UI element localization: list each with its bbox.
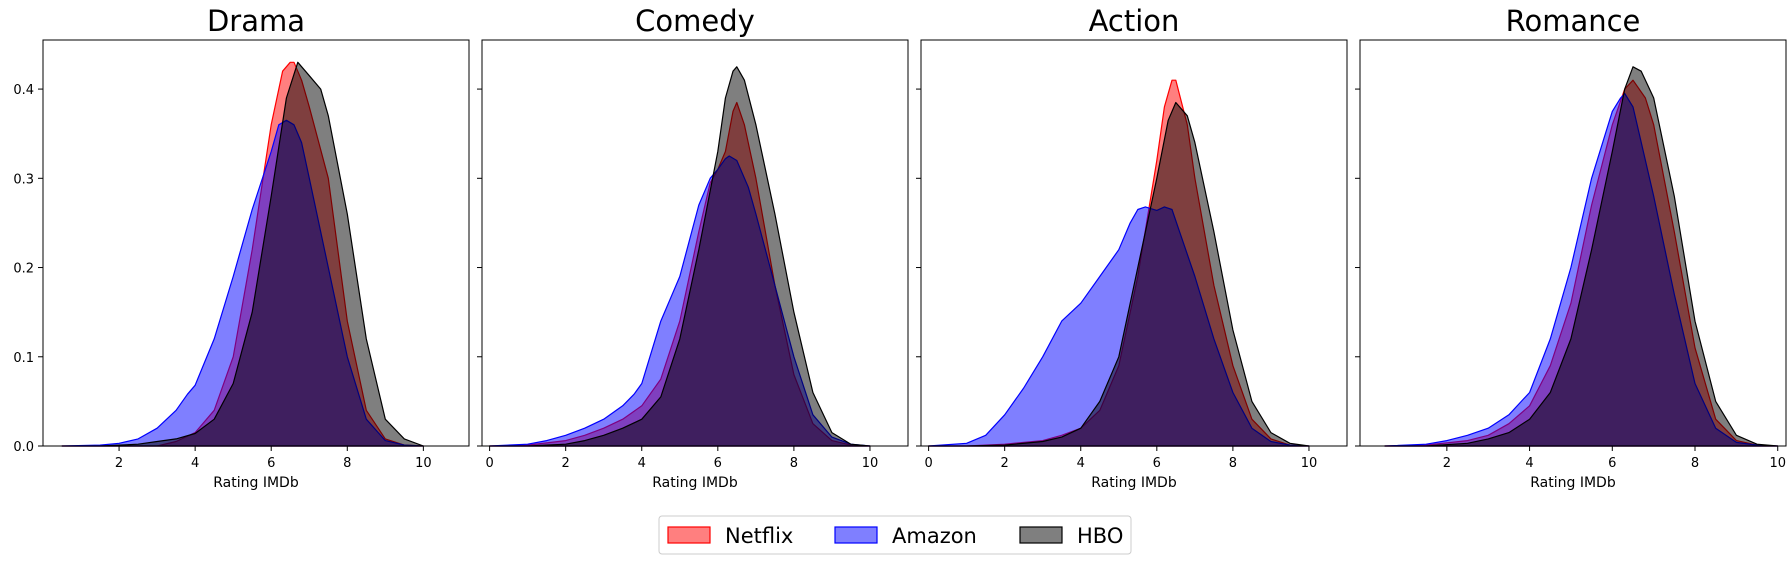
x-tick-label: 0 bbox=[485, 456, 493, 471]
x-tick-label: 6 bbox=[1153, 456, 1161, 471]
x-tick-label: 8 bbox=[1229, 456, 1237, 471]
x-tick-label: 8 bbox=[343, 456, 351, 471]
density-hbo bbox=[1384, 66, 1779, 447]
x-tick-label: 10 bbox=[1301, 456, 1318, 471]
density-hbo bbox=[61, 61, 424, 447]
legend: Netflix Amazon HBO bbox=[658, 515, 1132, 555]
x-axis-label: Rating IMDb bbox=[1091, 475, 1177, 491]
panel-drama: Drama 2 4 6 8 10 Rating IMDb 0.0 0.1 0.2 0.3 0.4 bbox=[13, 4, 470, 491]
panel-title: Comedy bbox=[635, 4, 755, 38]
y-tick-label: 0.4 bbox=[13, 83, 34, 98]
y-tick-label: 0.1 bbox=[13, 351, 34, 366]
x-tick-label: 2 bbox=[1001, 456, 1009, 471]
x-tick-label: 6 bbox=[714, 456, 722, 471]
legend-label-hbo: HBO bbox=[1077, 524, 1123, 548]
x-tick-label: 4 bbox=[191, 456, 199, 471]
x-tick-label: 8 bbox=[790, 456, 798, 471]
plot-frame bbox=[481, 39, 909, 447]
density-hbo bbox=[489, 66, 871, 447]
x-axis-label: Rating IMDb bbox=[652, 475, 738, 491]
x-tick-label: 2 bbox=[115, 456, 123, 471]
x-tick-label: 0 bbox=[924, 456, 932, 471]
y-tick-label: 0.0 bbox=[13, 440, 34, 455]
x-tick-label: 10 bbox=[862, 456, 879, 471]
plot-frame bbox=[920, 39, 1348, 447]
panel-comedy: Comedy 0 2 4 6 8 10 Rating IMDb bbox=[477, 4, 909, 491]
legend-frame bbox=[658, 515, 1132, 555]
legend-swatch-hbo bbox=[1019, 526, 1063, 544]
x-tick-label: 10 bbox=[415, 456, 432, 471]
panel-romance: Romance 2 4 6 8 10 Rating IMDb bbox=[1355, 4, 1787, 491]
plot-frame bbox=[1359, 39, 1787, 447]
x-tick-label: 6 bbox=[1608, 456, 1616, 471]
x-axis-label: Rating IMDb bbox=[1530, 475, 1616, 491]
x-tick-label: 8 bbox=[1691, 456, 1699, 471]
legend-label-amazon: Amazon bbox=[892, 524, 977, 548]
x-axis-label: Rating IMDb bbox=[213, 475, 299, 491]
plot-frame bbox=[42, 39, 470, 447]
density-hbo bbox=[928, 101, 1310, 447]
panel-action: Action 0 2 4 6 8 10 Rating IMDb bbox=[916, 4, 1348, 491]
panel-title: Action bbox=[1089, 4, 1180, 38]
x-tick-label: 4 bbox=[1525, 456, 1533, 471]
y-tick-label: 0.3 bbox=[13, 172, 34, 187]
legend-label-netflix: Netflix bbox=[725, 524, 793, 548]
x-tick-label: 2 bbox=[1443, 456, 1451, 471]
x-tick-label: 4 bbox=[1077, 456, 1085, 471]
panel-title: Romance bbox=[1506, 4, 1641, 38]
legend-swatch-netflix bbox=[667, 526, 711, 544]
panel-title: Drama bbox=[207, 4, 305, 38]
y-tick-label: 0.2 bbox=[13, 262, 34, 277]
x-tick-label: 4 bbox=[638, 456, 646, 471]
legend-swatch-amazon bbox=[834, 526, 878, 544]
panels-group: Drama 2 4 6 8 10 Rating IMDb 0.0 0.1 0.2 0.3 0.4 Com… bbox=[13, 4, 1787, 491]
x-tick-label: 10 bbox=[1769, 456, 1786, 471]
x-tick-label: 6 bbox=[267, 456, 275, 471]
x-tick-label: 2 bbox=[562, 456, 570, 471]
